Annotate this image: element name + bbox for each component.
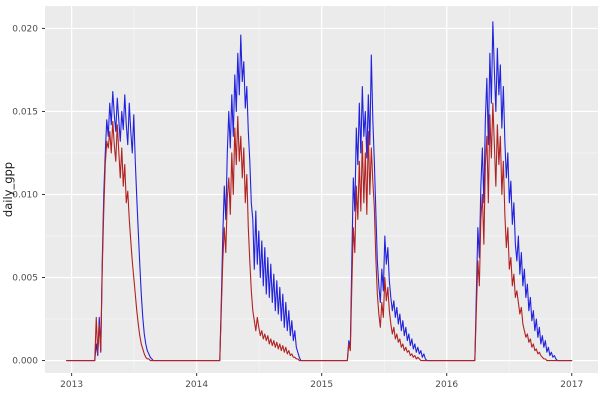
x-tick-label: 2014 (185, 380, 208, 390)
y-tick-label: 0.000 (12, 357, 38, 367)
y-tick-label: 0.005 (12, 274, 38, 284)
y-tick-label: 0.015 (12, 107, 38, 117)
axis-tick-marks (42, 27, 573, 376)
y-tick-label: 0.010 (12, 190, 38, 200)
x-tick-label: 2015 (310, 380, 333, 390)
y-tick-label: 0.020 (12, 24, 38, 34)
gpp-series-blue-line (66, 21, 573, 362)
y-axis-title: daily_gpp (1, 162, 15, 217)
x-tick-label: 2017 (560, 380, 583, 390)
x-axis-tick-labels: 2013 2014 2015 2016 2017 (60, 380, 583, 390)
y-axis-tick-labels: 0.000 0.005 0.010 0.015 0.020 (12, 24, 38, 366)
data-series-lines (66, 21, 573, 362)
x-tick-label: 2013 (60, 380, 83, 390)
gpp-series-red-line (66, 102, 573, 362)
x-tick-label: 2016 (435, 380, 458, 390)
